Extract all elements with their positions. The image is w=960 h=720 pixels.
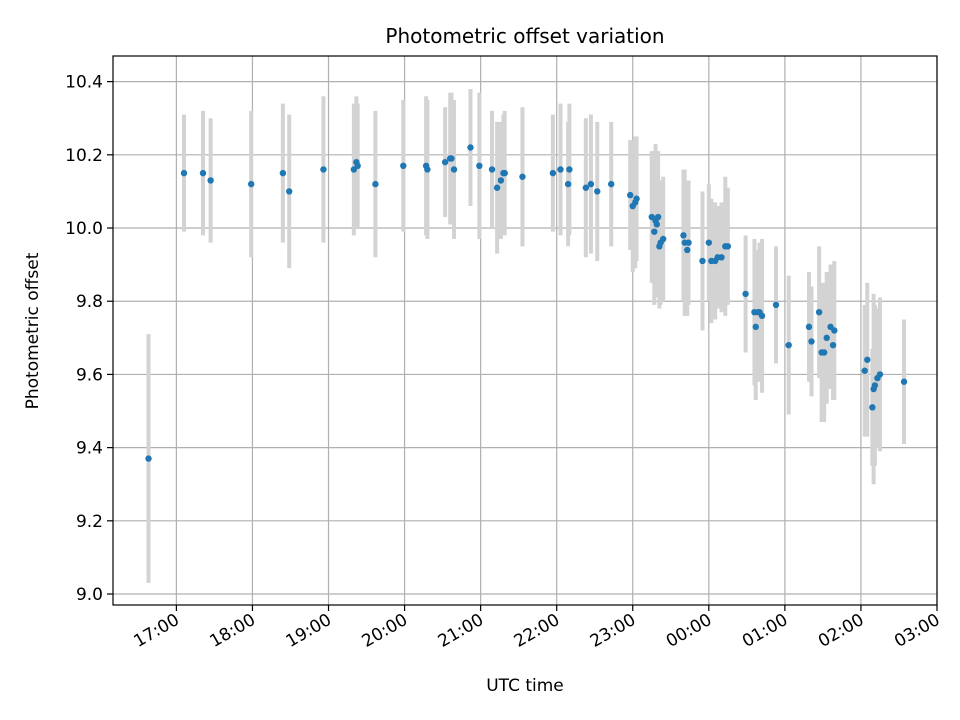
data-point	[493, 184, 501, 191]
y-tick-label: 9.0	[76, 585, 103, 605]
y-tick-label: 9.6	[76, 365, 103, 385]
data-point	[627, 191, 634, 199]
data-point	[861, 367, 868, 374]
data-point	[820, 349, 828, 356]
y-tick-label: 9.8	[76, 292, 103, 312]
data-point	[424, 166, 431, 173]
data-point	[497, 177, 505, 184]
data-point	[742, 290, 749, 298]
data-point	[871, 382, 879, 389]
data-point	[199, 169, 207, 177]
data-point	[805, 323, 813, 331]
data-point	[680, 232, 687, 239]
chart-title: Photometric offset variation	[385, 24, 664, 48]
data-point	[785, 341, 792, 349]
data-point	[354, 162, 361, 169]
data-point	[829, 341, 837, 349]
data-point	[594, 188, 601, 195]
data-point	[808, 338, 815, 345]
data-point	[752, 323, 759, 331]
data-point	[651, 228, 658, 235]
data-point	[659, 235, 667, 243]
data-point	[608, 180, 615, 188]
y-axis-ticks: 9.0 9.2 9.4 9.6 9.8 10.0 10.2 10.4	[65, 73, 113, 605]
data-point	[758, 312, 766, 320]
y-tick-label: 9.4	[76, 439, 103, 459]
data-point	[467, 144, 474, 151]
data-point	[320, 166, 327, 173]
data-point	[549, 169, 557, 177]
x-axis-label: UTC time	[486, 676, 564, 696]
data-point	[207, 177, 214, 184]
data-point	[633, 195, 640, 202]
data-point	[587, 180, 595, 188]
data-point	[864, 356, 871, 363]
y-tick-label: 10.2	[65, 146, 103, 166]
plot-frame	[112, 55, 938, 606]
data-point	[488, 166, 496, 173]
data-point	[180, 169, 188, 177]
data-point	[247, 180, 255, 188]
data-point	[815, 309, 823, 316]
data-point	[705, 239, 713, 246]
data-point	[145, 455, 152, 462]
data-point	[400, 162, 407, 169]
y-tick-label: 10.0	[65, 219, 103, 239]
data-point	[372, 180, 379, 188]
data-point	[831, 327, 838, 334]
data-point	[653, 221, 661, 228]
data-points	[145, 144, 908, 462]
data-point	[582, 184, 590, 191]
data-point	[448, 155, 455, 162]
data-point	[823, 334, 830, 342]
data-point	[772, 301, 780, 309]
data-point	[450, 166, 458, 173]
data-point	[718, 254, 725, 261]
data-point	[286, 188, 293, 195]
data-point	[519, 173, 526, 180]
data-point	[685, 239, 692, 246]
data-point	[476, 162, 483, 169]
y-axis-label: Photometric offset	[23, 252, 43, 409]
data-point	[441, 158, 449, 166]
data-point	[557, 166, 564, 173]
data-point	[876, 371, 884, 378]
data-point	[566, 166, 573, 173]
y-tick-label: 10.4	[65, 73, 103, 93]
data-point	[724, 243, 732, 250]
data-point	[654, 213, 662, 221]
data-point	[900, 378, 908, 385]
data-point	[699, 257, 706, 265]
data-point	[564, 180, 572, 188]
y-tick-label: 9.2	[76, 512, 103, 532]
data-point	[501, 169, 508, 177]
data-point	[869, 404, 876, 411]
data-point	[684, 246, 691, 254]
data-point	[279, 169, 287, 177]
